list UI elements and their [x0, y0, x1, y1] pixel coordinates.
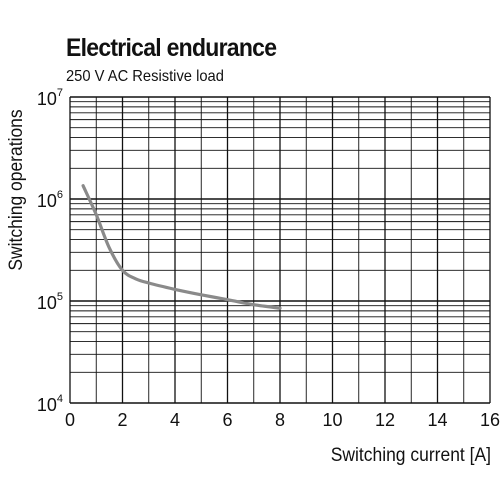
- y-tick-label: 106: [37, 189, 63, 211]
- x-tick-label: 2: [117, 410, 127, 430]
- x-tick-label: 8: [275, 410, 285, 430]
- series-layer: [81, 184, 282, 310]
- y-tick-label: 104: [37, 393, 63, 415]
- x-tick-label: 0: [65, 410, 75, 430]
- x-tick-label: 16: [480, 410, 500, 430]
- y-axis-label: Switching operations: [4, 109, 26, 270]
- grid: [69, 96, 491, 404]
- y-tick-label: 105: [37, 291, 63, 313]
- y-tick-label: 107: [37, 87, 63, 109]
- chart-title: Electrical endurance: [66, 34, 277, 62]
- x-tick-label: 12: [375, 410, 395, 430]
- x-axis-label: Switching current [A]: [331, 443, 491, 465]
- x-tick-label: 10: [322, 410, 342, 430]
- x-tick-label: 6: [222, 410, 232, 430]
- x-tick-label: 14: [427, 410, 447, 430]
- series-line: [81, 184, 282, 310]
- chart-subtitle: 250 V AC Resistive load: [66, 68, 224, 85]
- x-tick-label: 4: [170, 410, 180, 430]
- tick-labels: 0 2 4 6 8 10 12 14 16 104 105 106 107: [37, 87, 500, 430]
